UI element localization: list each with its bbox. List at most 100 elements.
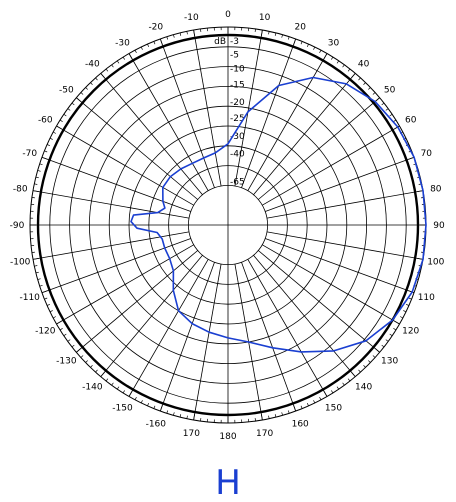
radial-tick-label: -30 xyxy=(230,132,245,142)
angle-tick-label: 120 xyxy=(402,327,419,337)
grid-tick xyxy=(49,137,53,140)
angle-tick-label: -120 xyxy=(35,327,56,337)
angle-tick-label: 10 xyxy=(259,13,271,23)
grid-tick xyxy=(200,28,202,32)
angle-tick-label: -160 xyxy=(146,419,167,429)
grid-tick xyxy=(385,108,389,111)
grid-tick xyxy=(389,114,393,117)
grid-tick xyxy=(368,360,371,363)
grid-tick xyxy=(336,60,339,64)
grid-tick xyxy=(71,102,75,106)
grid-tick xyxy=(347,68,351,72)
grid-tick xyxy=(46,303,51,306)
grid-tick xyxy=(59,119,63,122)
radial-tick-label: -15 xyxy=(230,80,245,90)
grid-spoke xyxy=(76,250,198,353)
grid-tick xyxy=(147,402,150,407)
grid-tick xyxy=(111,64,114,68)
angle-tick-label: 40 xyxy=(358,59,370,69)
grid-tick xyxy=(166,410,169,414)
grid-tick xyxy=(39,163,43,166)
grid-tick xyxy=(39,284,43,287)
angle-tick-label: -130 xyxy=(56,357,77,367)
grid-spoke xyxy=(128,259,209,397)
grid-tick xyxy=(53,131,56,134)
grid-spoke xyxy=(32,190,190,219)
grid-tick xyxy=(336,386,339,390)
grid-tick xyxy=(385,339,389,342)
angle-tick-label: -70 xyxy=(22,149,37,159)
grid-spoke xyxy=(266,231,424,260)
angle-tick-label: -150 xyxy=(112,404,133,414)
grid-tick xyxy=(44,150,48,153)
angle-tick-label: 60 xyxy=(405,116,417,126)
grid-tick xyxy=(35,271,39,274)
grid-tick xyxy=(105,68,109,72)
grid-spoke xyxy=(234,29,263,187)
grid-tick xyxy=(173,34,175,38)
radial-tick-label: -5 xyxy=(230,51,239,61)
radial-tick-label: -10 xyxy=(230,65,245,75)
grid-spoke xyxy=(32,231,190,260)
grid-spoke xyxy=(76,97,198,200)
grid-tick xyxy=(90,82,93,85)
grid-tick xyxy=(134,50,137,53)
grid-tick xyxy=(105,378,109,382)
angle-tick-label: 90 xyxy=(433,221,445,231)
grid-tick xyxy=(274,414,277,418)
angle-tick-label: -10 xyxy=(184,13,199,23)
grid-spoke xyxy=(253,73,356,195)
angle-tick-label: -80 xyxy=(13,184,28,194)
grid-tick xyxy=(179,32,182,36)
grid-tick xyxy=(49,310,53,313)
angle-tick-label: 150 xyxy=(325,404,342,414)
grid-tick xyxy=(71,344,75,348)
grid-tick xyxy=(319,397,322,400)
grid-tick xyxy=(268,415,270,419)
grid-spoke xyxy=(258,97,380,200)
grid-tick xyxy=(368,87,371,90)
radial-unit-label: dB xyxy=(214,37,226,47)
grid-tick xyxy=(34,183,38,185)
grid-tick xyxy=(347,378,351,382)
grid-tick xyxy=(389,333,393,336)
grid-spoke xyxy=(241,262,297,412)
angle-tick-label: -30 xyxy=(115,38,130,48)
grid-spoke xyxy=(128,53,209,191)
grid-tick xyxy=(173,412,175,416)
grid-spoke xyxy=(159,262,215,412)
angle-tick-label: -90 xyxy=(10,221,25,231)
grid-tick xyxy=(95,77,98,81)
grid-tick xyxy=(85,360,88,363)
chart-caption: H xyxy=(215,463,241,502)
grid-tick xyxy=(358,369,361,373)
grid-tick xyxy=(405,303,410,306)
angle-tick-label: 70 xyxy=(421,149,433,159)
grid-tick xyxy=(306,402,309,407)
grid-tick xyxy=(281,34,283,38)
angle-tick-labels: 0 10 20 30 40 50 60 70 80 90 100 110 120 130 140 150 160… xyxy=(10,10,445,442)
grid-tick xyxy=(331,390,334,394)
grid-spoke xyxy=(262,125,400,206)
grid-spoke xyxy=(241,38,297,188)
angle-tick-label: -40 xyxy=(85,59,100,69)
angle-tick-label: 50 xyxy=(384,85,396,95)
grid-tick xyxy=(342,64,345,68)
angle-tick-label: 180 xyxy=(219,432,236,442)
grid-tick xyxy=(393,328,397,331)
grid-tick xyxy=(306,43,309,48)
grid-tick xyxy=(287,36,290,40)
grid-spoke xyxy=(258,250,380,353)
grid-tick xyxy=(179,414,182,418)
angle-tick-label: -140 xyxy=(82,383,103,393)
angle-tick-label: -50 xyxy=(59,85,74,95)
grid-tick xyxy=(300,405,303,409)
grid-tick xyxy=(46,144,51,147)
grid-tick xyxy=(90,365,93,368)
grid-tick xyxy=(85,87,88,90)
grid-spoke xyxy=(265,238,415,294)
grid-tick xyxy=(287,410,290,414)
grid-tick xyxy=(400,316,403,319)
radial-tick-label: -25 xyxy=(230,114,245,124)
